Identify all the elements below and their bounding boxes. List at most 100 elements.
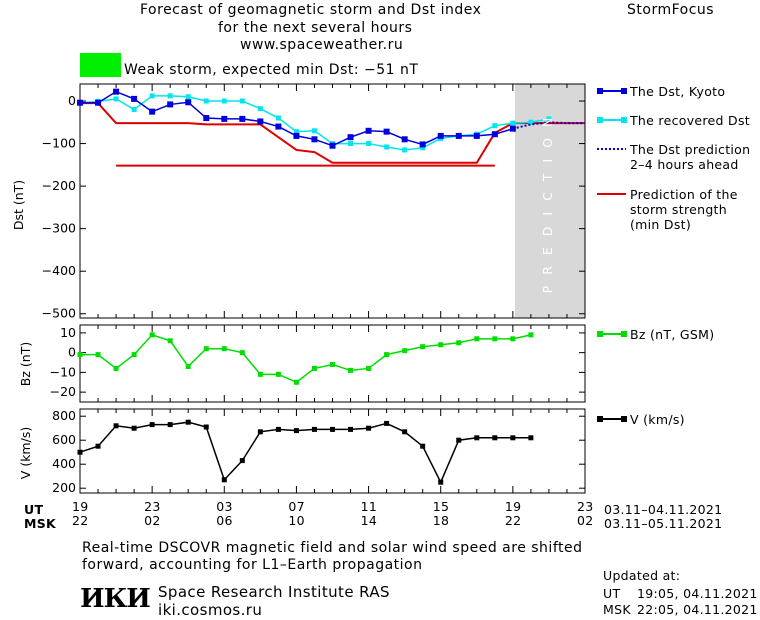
dst-kyoto-point (185, 99, 192, 106)
legend-dst-recovered-swatch-marker (597, 117, 603, 123)
msk-tick-label: 10 (288, 513, 305, 528)
updated-ut-label: UT (603, 586, 621, 601)
dst-recovered-point (203, 98, 209, 104)
bz-point (438, 342, 444, 348)
msk-tick-label: 14 (360, 513, 378, 528)
legend-v-swatch-marker (597, 416, 603, 422)
dst-recovered-point (149, 93, 155, 99)
dst-kyoto-point (221, 115, 228, 122)
dst-recovered-point (239, 98, 245, 104)
y-tick-label: 400 (52, 456, 76, 471)
dst-kyoto-point (347, 134, 354, 141)
bz-axis-label: Bz (nT) (18, 342, 33, 386)
y-tick-label: 600 (52, 432, 76, 447)
dst-kyoto-point (131, 95, 138, 102)
v-point (293, 428, 299, 434)
bz-point (149, 332, 155, 338)
legend-dst-kyoto-swatch-marker (621, 88, 627, 94)
v-point (257, 429, 263, 435)
dst-kyoto-point (437, 132, 444, 139)
chart-title-line2: for the next several hours (218, 20, 413, 36)
y-tick-label: 0 (68, 345, 76, 360)
y-tick-label: 800 (52, 408, 76, 423)
legend-bz-swatch-marker (621, 331, 627, 337)
bz-point (384, 352, 390, 358)
panel-frame-0 (79, 83, 586, 319)
msk-date-range: 03.11–05.11.2021 (604, 516, 723, 531)
legend-dst-kyoto: The Dst, Kyoto (630, 84, 726, 99)
updated-msk-value: 22:05, 04.11.2021 (637, 602, 758, 617)
bz-point (95, 352, 101, 358)
v-point (167, 422, 173, 428)
y-tick-label: 10 (60, 325, 76, 340)
legend-v: V (km/s) (630, 412, 685, 427)
bz-point (239, 350, 245, 356)
ut-tick-label: 15 (432, 499, 450, 514)
dst-kyoto-point (419, 141, 426, 148)
v-point (492, 435, 498, 441)
bz-point (492, 336, 498, 342)
legend-v-swatch-marker (621, 416, 627, 422)
msk-tick-label: 22 (504, 513, 522, 528)
updated-msk-label: MSK (603, 602, 631, 617)
v-point (456, 437, 462, 443)
brand-name: StormFocus (627, 2, 715, 18)
y-tick-label: 200 (52, 480, 76, 495)
bz-point (257, 371, 263, 377)
bz-point (275, 371, 281, 377)
dst-recovered-point (257, 106, 263, 112)
ut-tick-label: 23 (144, 499, 161, 514)
dst-kyoto-point (491, 131, 498, 138)
v-point (348, 426, 354, 432)
updated-label: Updated at: (603, 568, 681, 583)
dst-recovered-point (275, 115, 281, 121)
v-point (77, 449, 83, 455)
dst-kyoto-point (293, 132, 300, 139)
v-axis-label: V (km/s) (18, 427, 33, 479)
dst-kyoto-point (383, 128, 390, 135)
dst-recovered-point (348, 141, 354, 147)
v-point (239, 458, 245, 464)
dst-recovered-point (492, 123, 498, 129)
v-point (510, 435, 516, 441)
dst-kyoto-point (149, 108, 156, 115)
dst-kyoto-point (275, 123, 282, 130)
dst-recovered-point (366, 141, 372, 147)
bz-line (80, 334, 532, 384)
v-line (79, 421, 531, 484)
dst-kyoto-point (365, 127, 372, 134)
legend-storm-line1: Prediction of the (630, 187, 738, 202)
y-tick-label: −400 (42, 263, 76, 278)
bz-point (131, 352, 137, 358)
bz-point (77, 352, 83, 358)
ut-tick-label: 23 (577, 499, 594, 514)
institute-name: Space Research Institute RAS (158, 583, 390, 601)
bz-point (348, 367, 354, 373)
storm-strength-line (80, 102, 585, 164)
dst-kyoto-point (77, 99, 83, 106)
ut-tick-label: 19 (504, 499, 522, 514)
dst-kyoto-point (113, 88, 120, 95)
msk-tick-label: 18 (432, 513, 450, 528)
bz-point (293, 379, 299, 385)
ut-tick-label: 07 (288, 499, 305, 514)
institute-website[interactable]: iki.cosmos.ru (158, 601, 263, 619)
storm-level-label: Weak storm, expected min Dst: −51 nT (124, 62, 419, 78)
website-link[interactable]: www.spaceweather.ru (240, 37, 404, 53)
msk-axis-label: MSK (24, 516, 57, 531)
ut-tick-label: 19 (72, 499, 89, 514)
msk-tick-label: 22 (72, 513, 89, 528)
panel-frame-2 (79, 408, 586, 494)
bz-point (510, 336, 516, 342)
dst-kyoto-point (239, 115, 246, 122)
msk-tick-label: 06 (216, 513, 233, 528)
prediction-region-label: PREDICTION (540, 107, 555, 294)
dst-recovered-point (185, 94, 191, 100)
v-point (330, 426, 335, 432)
y-tick-label: −300 (42, 221, 76, 236)
legend-bz: Bz (nT, GSM) (630, 327, 715, 342)
legend-storm-line2: storm strength (630, 202, 727, 217)
y-tick-label: −500 (42, 306, 76, 321)
footnote-line1: Real-time DSCOVR magnetic field and sola… (82, 540, 583, 556)
